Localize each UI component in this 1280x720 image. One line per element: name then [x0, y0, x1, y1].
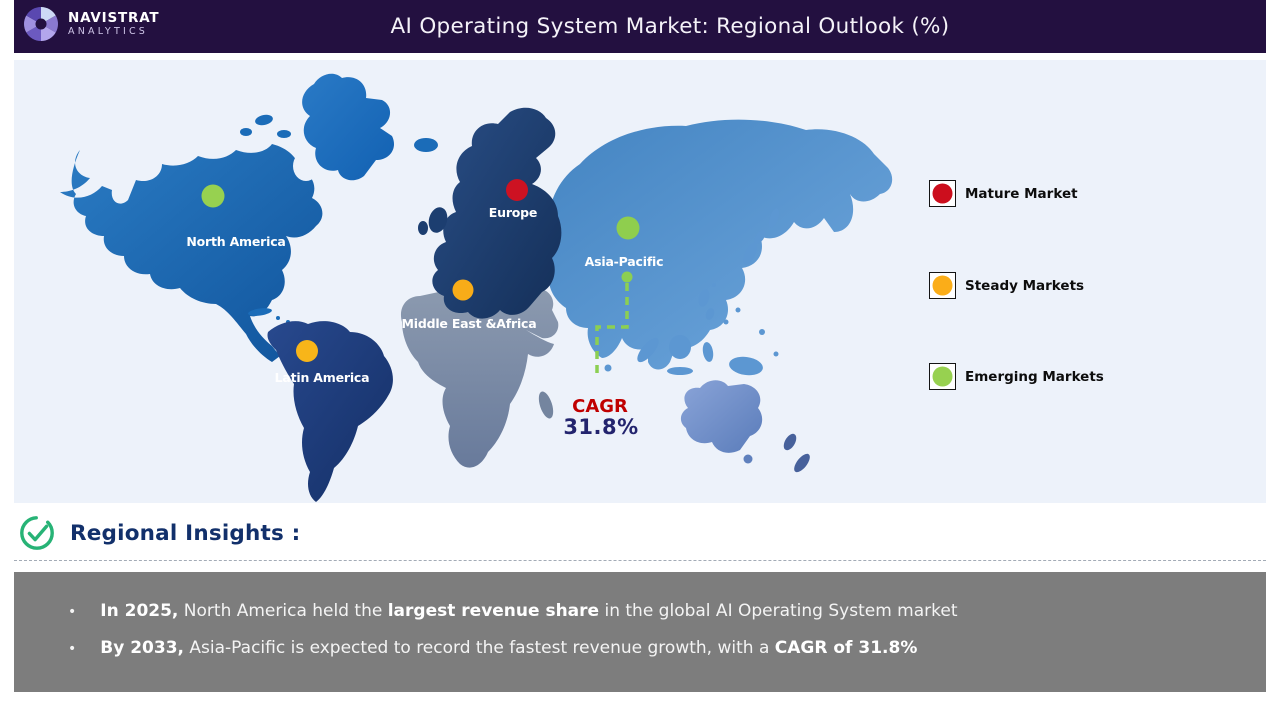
continent-australia	[680, 380, 763, 453]
legend-label-emerging: Emerging Markets	[965, 368, 1104, 385]
cagr-label: CAGR	[572, 396, 628, 417]
dot-middle-east-africa	[452, 279, 474, 301]
continent-south-america	[267, 321, 393, 502]
tasmania	[743, 454, 753, 464]
logo-name: NAVISTRAT	[68, 9, 160, 26]
insight-1-text-b: in the global AI Operating System market	[599, 601, 958, 621]
page-title: AI Operating System Market: Regional Out…	[390, 14, 950, 39]
label-middle-east-africa: Middle East &Africa	[402, 316, 537, 331]
insight-2-highlight: CAGR of 31.8%	[774, 638, 918, 658]
legend-label-mature: Mature Market	[965, 185, 1078, 202]
insight-1-text-a: North America held the	[178, 601, 388, 621]
legend-swatch-emerging	[929, 363, 956, 390]
world-map-panel: North America Europe Asia-Pacific Middle…	[14, 60, 1266, 503]
insights-header: Regional Insights :	[18, 514, 300, 552]
legend-item-emerging: Emerging Markets	[929, 363, 1104, 390]
logo-subtitle: ANALYTICS	[68, 26, 149, 38]
label-latin-america: Latin America	[275, 370, 370, 385]
continent-africa-middle-east	[400, 272, 559, 468]
legend-label-steady: Steady Markets	[965, 277, 1085, 294]
iceland	[414, 138, 438, 152]
continent-asia	[544, 119, 893, 370]
steady-markets-dot-icon	[932, 275, 953, 296]
mature-market-dot-icon	[932, 183, 953, 204]
cagr-value: 31.8%	[563, 415, 638, 439]
label-north-america: North America	[186, 234, 285, 249]
label-asia-pacific: Asia-Pacific	[585, 254, 664, 269]
cagr-connector	[595, 271, 633, 378]
insight-2-period: By 2033,	[100, 638, 184, 658]
legend-swatch-steady	[929, 272, 956, 299]
insights-box: In 2025, North America held the largest …	[14, 572, 1266, 692]
insights-heading: Regional Insights :	[70, 520, 301, 546]
insight-1-highlight: largest revenue share	[387, 601, 600, 621]
legend-item-steady: Steady Markets	[929, 272, 1084, 299]
hudson-bay	[293, 151, 319, 181]
world-map: North America Europe Asia-Pacific Middle…	[60, 73, 893, 502]
dot-europe	[506, 179, 528, 201]
map-legend: Mature Market Steady Markets Emerging Ma…	[929, 60, 1229, 503]
label-europe: Europe	[489, 205, 537, 220]
insight-2-text-a: Asia-Pacific is expected to record the f…	[184, 638, 775, 658]
british-isles	[418, 207, 448, 235]
insight-bullet-2: By 2033, Asia-Pacific is expected to rec…	[68, 634, 1236, 663]
new-zealand	[783, 433, 810, 473]
header-bar: NAVISTRAT ANALYTICS AI Operating System …	[14, 0, 1266, 53]
navistrat-logo: NAVISTRAT ANALYTICS	[22, 5, 159, 43]
dashed-separator	[14, 560, 1266, 561]
madagascar	[538, 391, 554, 419]
dot-north-america	[201, 184, 225, 208]
continent-north-america	[60, 144, 323, 362]
continent-europe	[432, 107, 562, 319]
logo-wheel-icon	[24, 7, 58, 41]
cagr-connector-dot	[621, 271, 633, 283]
greenland	[302, 73, 395, 181]
legend-swatch-mature	[929, 180, 956, 207]
insight-bullet-1: In 2025, North America held the largest …	[68, 597, 1236, 626]
insight-1-period: In 2025,	[100, 601, 179, 621]
asia-islands	[604, 208, 779, 376]
legend-item-mature: Mature Market	[929, 180, 1078, 207]
emerging-markets-dot-icon	[932, 366, 953, 387]
dot-asia-pacific	[616, 216, 640, 240]
check-circle-icon	[20, 516, 54, 550]
dot-latin-america	[296, 340, 318, 362]
